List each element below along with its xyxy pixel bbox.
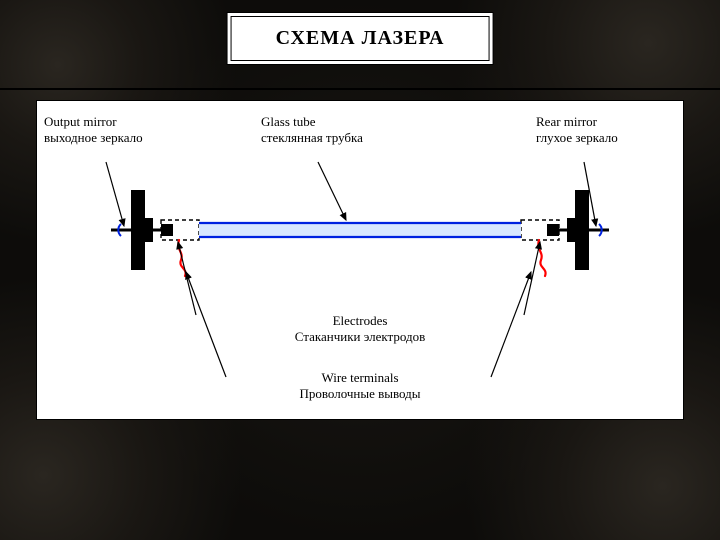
- wires-pointer-right: [491, 272, 531, 377]
- glass-tube-pointer: [318, 162, 346, 220]
- wires-label-en: Wire terminals: [321, 370, 398, 385]
- title-rule: [0, 88, 720, 90]
- wires-pointer-left: [186, 272, 226, 377]
- right-mount: [575, 190, 589, 270]
- left-cap: [145, 218, 153, 242]
- electrodes-pointer-right: [524, 242, 540, 315]
- slide-title: СХЕМА ЛАЗЕРА: [276, 27, 445, 49]
- glass-tube-label-ru: стеклянная трубка: [261, 130, 363, 145]
- electrodes-label-ru: Стаканчики электродов: [295, 329, 425, 344]
- title-box: СХЕМА ЛАЗЕРА: [231, 16, 490, 61]
- laser-diagram: Output mirrorвыходное зеркало Glass tubeс…: [36, 100, 684, 420]
- output-mirror-pointer: [106, 162, 124, 226]
- rear-mirror-label-en: Rear mirror: [536, 114, 598, 129]
- output-mirror-label-ru: выходное зеркало: [44, 130, 143, 145]
- wires-label-ru: Проволочные выводы: [299, 386, 420, 401]
- diagram-canvas: Output mirrorвыходное зеркало Glass tubeс…: [36, 100, 684, 420]
- right-electrode-core: [547, 224, 559, 236]
- rear-mirror-label-ru: глухое зеркало: [536, 130, 618, 145]
- electrodes-pointer-left: [178, 242, 196, 315]
- right-cap: [567, 218, 575, 242]
- tube-fill: [199, 223, 521, 237]
- output-mirror-label-en: Output mirror: [44, 114, 117, 129]
- glass-tube-label-en: Glass tube: [261, 114, 316, 129]
- slide: СХЕМА ЛАЗЕРА Output mirrorвыходное зерка…: [0, 0, 720, 540]
- left-mount: [131, 190, 145, 270]
- left-electrode-core: [161, 224, 173, 236]
- electrodes-label-en: Electrodes: [333, 313, 388, 328]
